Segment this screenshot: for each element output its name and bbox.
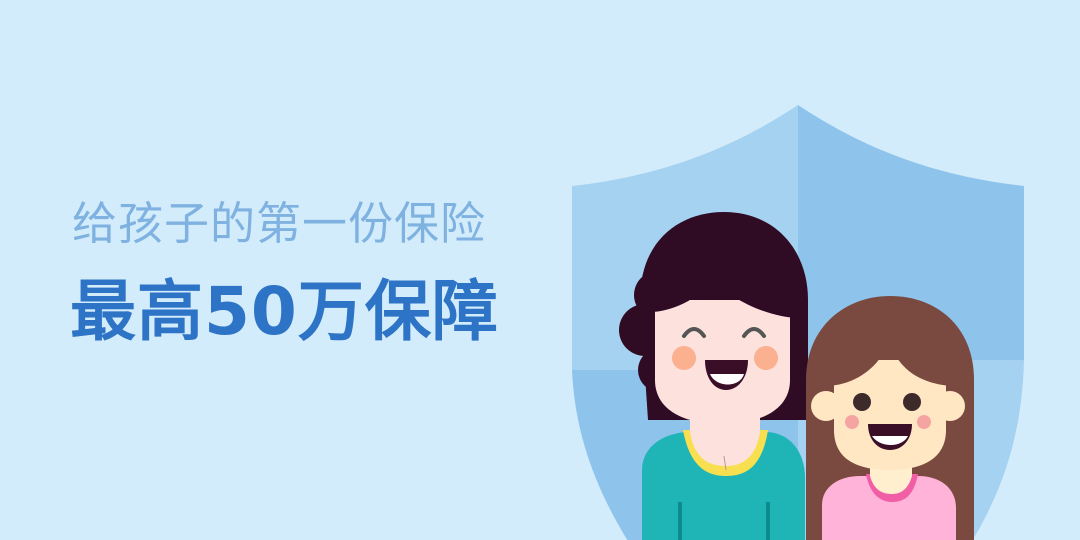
mother-figure [619,212,808,540]
banner-subtitle: 给孩子的第一份保险 [72,197,487,250]
girl-figure [806,296,974,540]
banner-title: 最高50万保障 [70,273,499,350]
